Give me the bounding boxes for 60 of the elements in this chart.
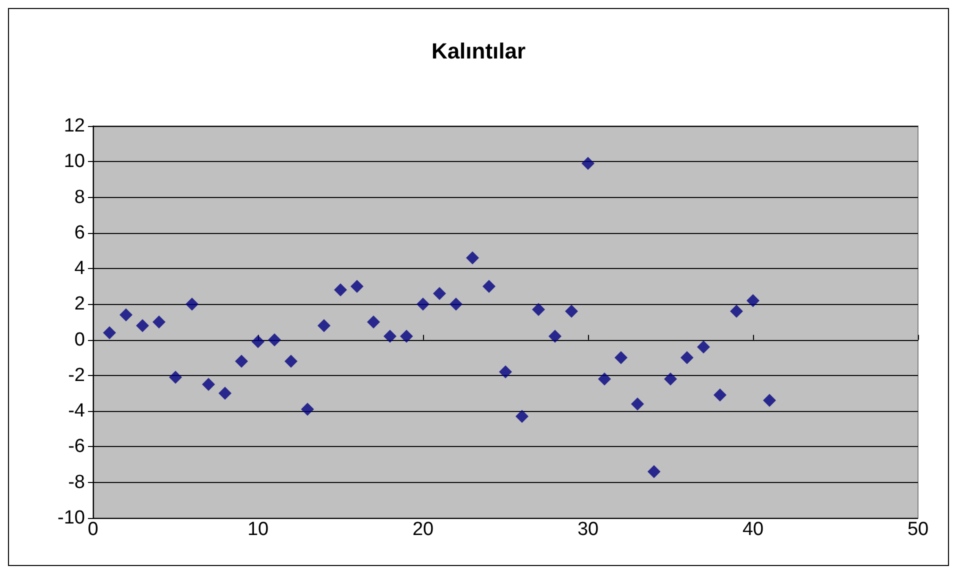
point (714, 388, 726, 402)
point (433, 286, 446, 300)
point (367, 316, 380, 328)
point (169, 370, 182, 384)
point (268, 333, 281, 346)
point (746, 294, 760, 308)
x-tick-label: 50 (907, 519, 929, 540)
point (400, 330, 413, 343)
y-tick-label: 6 (74, 222, 85, 244)
chart-title: Kalıntılar (431, 38, 526, 64)
x-tick-label: 40 (742, 519, 764, 540)
point (218, 386, 232, 400)
x-tick-label: 20 (412, 519, 434, 540)
point (252, 335, 264, 348)
x-tick-label: 30 (577, 519, 599, 540)
point (582, 156, 594, 170)
point (120, 308, 132, 322)
point (565, 304, 578, 318)
x-tick-label: 10 (247, 519, 269, 540)
x-tick-label: 0 (88, 519, 98, 540)
point (516, 410, 528, 423)
point (697, 340, 710, 354)
y-tick-label: 2 (74, 294, 85, 315)
point (334, 283, 347, 296)
point (284, 354, 298, 368)
point (664, 372, 677, 386)
y-tick-label: 4 (74, 258, 86, 280)
point (235, 354, 248, 368)
point (301, 402, 314, 416)
point (648, 465, 660, 478)
point (318, 319, 330, 332)
y-tick-label: -6 (68, 436, 85, 458)
point (136, 319, 149, 332)
y-tick-label: -8 (68, 472, 85, 493)
point (186, 298, 198, 311)
y-tick-label: -4 (68, 400, 86, 422)
point (532, 303, 545, 316)
point (103, 326, 116, 340)
point (730, 304, 743, 318)
point (614, 351, 628, 364)
point (350, 280, 364, 293)
point (450, 298, 462, 311)
point (466, 251, 479, 264)
point (499, 365, 512, 378)
y-tick-label: 0 (74, 329, 85, 350)
point (548, 330, 562, 343)
y-tick-label: 8 (74, 186, 85, 208)
y-tick-label: 10 (64, 151, 85, 172)
point (763, 394, 776, 407)
point (482, 280, 496, 293)
point (384, 330, 396, 343)
point (598, 372, 611, 386)
y-tick-label: -10 (58, 508, 85, 528)
point (202, 378, 215, 391)
y-tick-label: 12 (64, 116, 85, 136)
point (416, 298, 430, 311)
point (680, 351, 694, 364)
y-tick-label: -2 (68, 364, 85, 386)
point (631, 397, 644, 410)
point (152, 316, 166, 328)
